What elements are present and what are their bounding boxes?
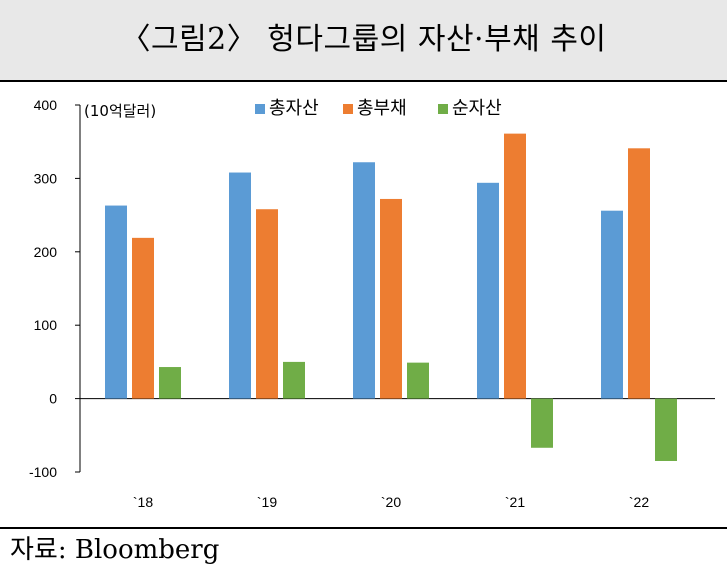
y-tick-label: 0 bbox=[49, 391, 57, 407]
bar-순자산-1 bbox=[283, 361, 305, 399]
chart-title: 〈그림2〉 헝다그룹의 자산·부채 추이 bbox=[120, 22, 607, 57]
x-tick-label: `20 bbox=[381, 494, 401, 510]
x-tick-label: `18 bbox=[133, 494, 153, 510]
bar-총자산-4 bbox=[601, 210, 623, 399]
legend-swatch-2 bbox=[438, 104, 448, 114]
legend-swatch-1 bbox=[343, 104, 353, 114]
chart-legend: 총자산 총부채 순자산 bbox=[255, 98, 502, 119]
bar-순자산-0 bbox=[159, 367, 181, 399]
bar-총자산-1 bbox=[229, 172, 251, 399]
bar-총부채-1 bbox=[256, 209, 278, 399]
unit-label: (10억달러) bbox=[84, 102, 156, 120]
bar-순자산-3 bbox=[531, 398, 553, 448]
y-tick-label: -100 bbox=[29, 464, 57, 480]
x-tick-label: `22 bbox=[629, 494, 649, 510]
bar-순자산-2 bbox=[407, 362, 429, 399]
legend-swatch-0 bbox=[255, 104, 265, 114]
y-tick-label: 300 bbox=[34, 170, 58, 186]
bar-총부채-3 bbox=[504, 133, 526, 399]
bar-총부채-4 bbox=[628, 148, 650, 399]
bar-총부채-2 bbox=[380, 198, 402, 399]
bar-순자산-4 bbox=[655, 398, 677, 461]
legend-label-2: 순자산 bbox=[452, 98, 502, 119]
y-tick-label: 100 bbox=[34, 317, 58, 333]
bottom-rule bbox=[0, 527, 727, 529]
chart-bars bbox=[105, 133, 677, 461]
legend-label-0: 총자산 bbox=[269, 98, 319, 119]
title-bar: 〈그림2〉 헝다그룹의 자산·부채 추이 bbox=[0, 0, 727, 80]
y-tick-label: 400 bbox=[34, 97, 58, 113]
bar-총부채-0 bbox=[132, 237, 154, 399]
x-tick-label: `21 bbox=[505, 494, 525, 510]
bar-총자산-2 bbox=[353, 162, 375, 399]
bar-chart: 400 300 200 100 0 -100 `18 `19 `20 `21 `22 총자산 총부채 순… bbox=[29, 97, 715, 510]
legend-label-1: 총부채 bbox=[357, 98, 407, 119]
top-rule bbox=[0, 80, 727, 82]
bar-총자산-0 bbox=[105, 205, 127, 399]
x-tick-label: `19 bbox=[257, 494, 277, 510]
bar-총자산-3 bbox=[477, 182, 499, 399]
y-tick-label: 200 bbox=[34, 244, 58, 260]
source-note: 자료: Bloomberg bbox=[10, 535, 220, 565]
